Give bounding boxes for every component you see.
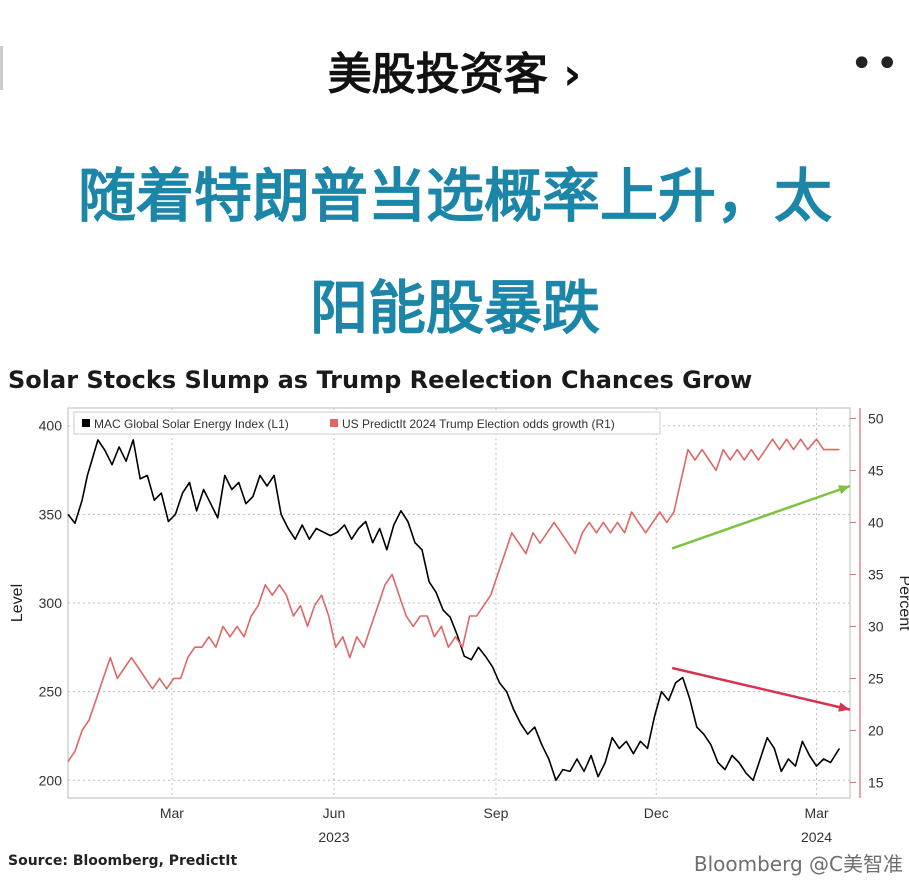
annotation-arrowhead-1 xyxy=(838,702,850,712)
right-tick-label: 15 xyxy=(868,774,884,790)
annotation-arrow-1 xyxy=(671,666,851,711)
x-tick-label: Dec xyxy=(644,805,669,821)
x-tick-label: Mar xyxy=(160,805,184,821)
left-tick-label: 300 xyxy=(39,595,63,611)
legend-box xyxy=(73,411,661,435)
right-tick-label: 40 xyxy=(868,514,884,530)
article-headline: 随着特朗普当选概率上升，太 阳能股暴跌 xyxy=(10,140,900,364)
series-line-1 xyxy=(67,438,840,763)
more-horizontal-icon[interactable]: •• xyxy=(849,41,901,87)
right-tick-label: 25 xyxy=(868,670,884,686)
legend-swatch xyxy=(330,419,338,427)
account-name-link[interactable]: 美股投资客 › xyxy=(0,38,909,102)
x-tick-label: Jun xyxy=(323,805,346,821)
right-tick-label: 45 xyxy=(868,462,884,478)
year-label: 2023 xyxy=(318,829,349,845)
left-tick-label: 400 xyxy=(39,418,63,434)
chart-source: Source: Bloomberg, PredictIt xyxy=(8,853,238,869)
x-tick-label: Sep xyxy=(484,805,509,821)
annotation-arrow-0 xyxy=(671,484,851,550)
series-line-0 xyxy=(67,439,841,782)
right-tick-label: 20 xyxy=(868,722,884,738)
right-tick-label: 30 xyxy=(868,618,884,634)
legend-entry: MAC Global Solar Energy Index (L1) xyxy=(94,417,289,431)
watermark: Bloomberg @C美智准 xyxy=(693,852,903,876)
left-tick-label: 200 xyxy=(39,772,63,788)
year-label: 2024 xyxy=(801,829,832,845)
legend-swatch xyxy=(82,419,90,427)
headline-line-1: 随着特朗普当选概率上升，太 xyxy=(77,162,832,230)
left-tick-label: 350 xyxy=(39,506,63,522)
back-edge-icon[interactable] xyxy=(0,46,3,90)
annotation-arrowhead-0 xyxy=(838,485,850,495)
left-tick-label: 250 xyxy=(39,684,63,700)
app-header: 美股投资客 › •• xyxy=(0,0,909,140)
right-tick-label: 50 xyxy=(868,410,884,426)
chart: 200 250 300 350 400 15 20 25 30 35 40 45 50 Mar Jun Sep… xyxy=(9,407,909,845)
left-axis-label: Level xyxy=(9,584,26,622)
right-tick-label: 35 xyxy=(868,566,884,582)
account-name: 美股投资客 xyxy=(327,49,548,100)
chart-title: Solar Stocks Slump as Trump Reelection C… xyxy=(8,366,753,394)
right-axis-label: Percent xyxy=(896,575,909,631)
legend-entry: US PredictIt 2024 Trump Election odds gr… xyxy=(342,417,615,431)
headline-line-2: 阳能股暴跌 xyxy=(309,274,600,342)
x-tick-label: Mar xyxy=(804,805,828,821)
chevron-right-icon: › xyxy=(563,49,582,100)
